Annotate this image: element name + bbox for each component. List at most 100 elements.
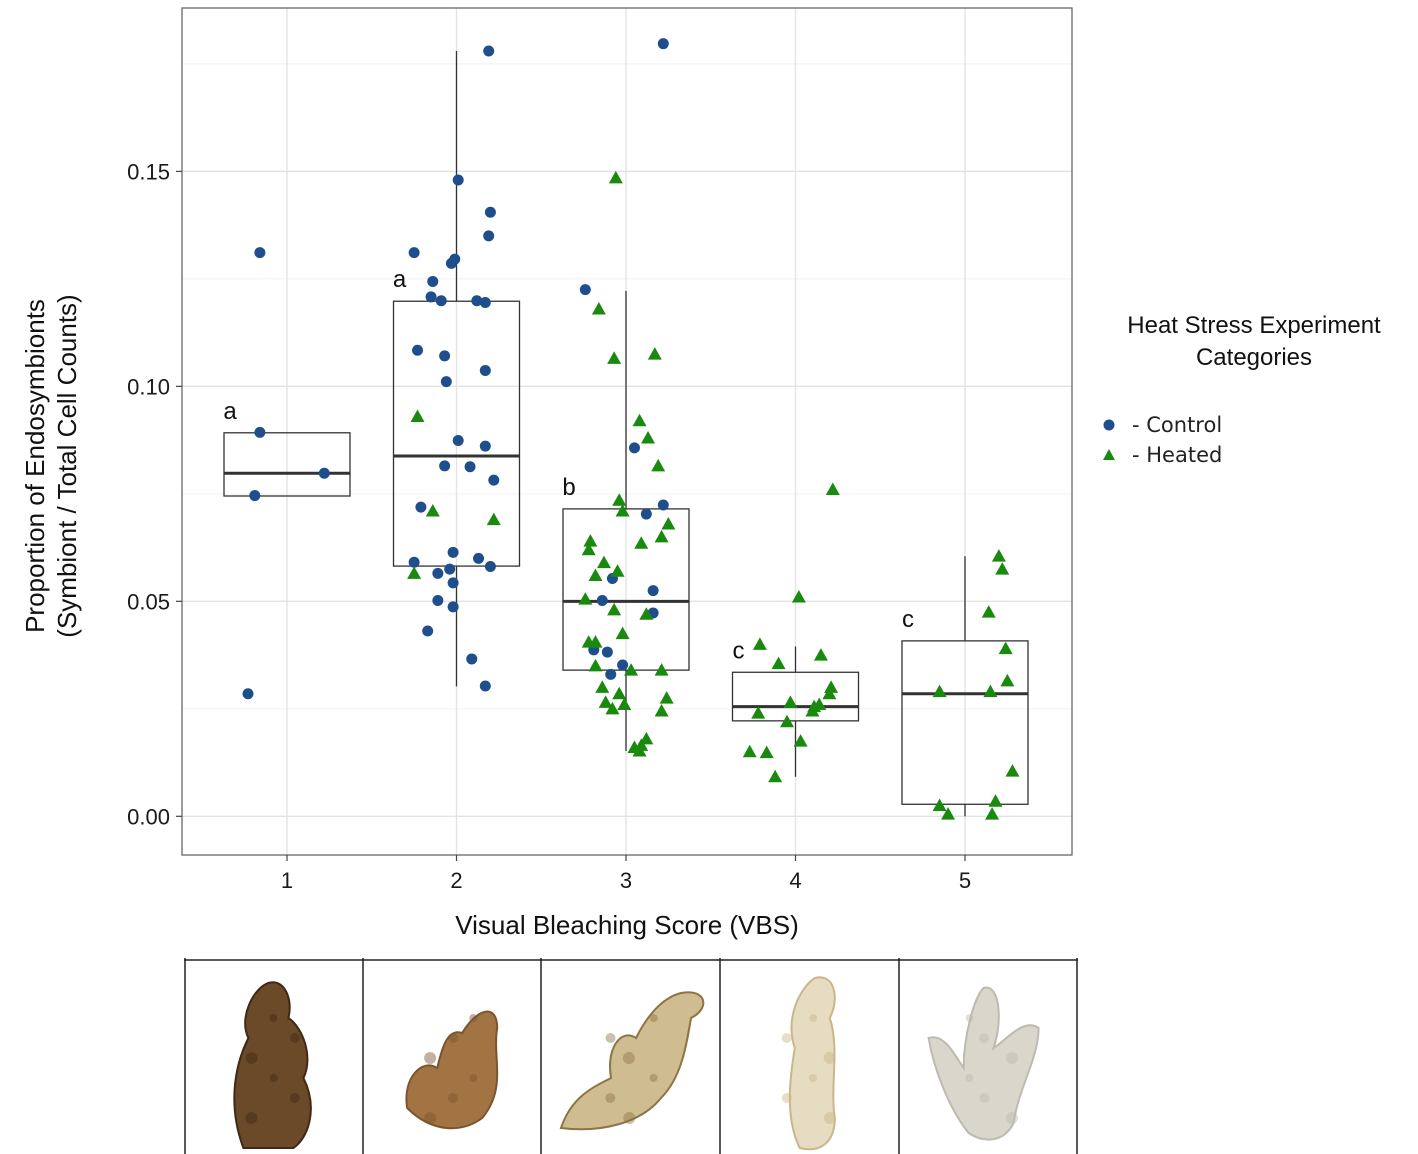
point-control bbox=[440, 376, 452, 388]
point-heated bbox=[598, 695, 613, 708]
point-heated bbox=[793, 734, 808, 747]
circle-marker-icon bbox=[1103, 419, 1115, 431]
point-control bbox=[447, 601, 459, 613]
point-heated bbox=[995, 562, 1010, 575]
point-control bbox=[488, 474, 500, 486]
legend-entry-heated: - Heated bbox=[1102, 440, 1418, 470]
point-heated bbox=[588, 635, 603, 648]
point-heated bbox=[607, 602, 622, 616]
series-heated bbox=[407, 170, 1020, 820]
box-iqr bbox=[392, 300, 521, 567]
point-control bbox=[435, 295, 447, 307]
x-tick-label: 3 bbox=[620, 868, 632, 893]
point-heated bbox=[639, 607, 654, 620]
coral-texture bbox=[605, 1093, 616, 1103]
coral-texture bbox=[245, 1052, 258, 1064]
point-heated bbox=[581, 542, 596, 556]
point-control bbox=[601, 646, 613, 658]
y-axis-title-line-2: (Symbiont / Total Cell Counts) bbox=[52, 294, 82, 637]
point-heated bbox=[824, 680, 839, 693]
coral-photo-vbs-5 bbox=[927, 986, 1040, 1141]
x-tick-label: 2 bbox=[450, 868, 462, 893]
box-iqr bbox=[223, 432, 351, 497]
point-heated bbox=[941, 807, 956, 820]
point-control bbox=[479, 440, 491, 452]
coral-texture bbox=[289, 1093, 300, 1103]
y-tick-label: 0.15 bbox=[127, 159, 170, 184]
coral-texture bbox=[808, 1074, 817, 1082]
point-heated bbox=[991, 549, 1006, 562]
legend-label-heated: - Heated bbox=[1132, 443, 1223, 467]
point-heated bbox=[654, 703, 669, 717]
coral-texture bbox=[469, 1074, 478, 1082]
x-tick-label: 1 bbox=[281, 868, 293, 893]
y-tick-label: 0.10 bbox=[127, 374, 170, 399]
coral-shape bbox=[927, 986, 1040, 1141]
coral-shape bbox=[788, 976, 836, 1151]
box-iqr bbox=[731, 671, 860, 722]
point-heated bbox=[612, 493, 627, 506]
x-axis-ticks: 1 2 3 4 5 bbox=[281, 855, 971, 893]
point-control bbox=[596, 594, 608, 606]
point-heated bbox=[791, 590, 806, 603]
point-control bbox=[479, 297, 491, 309]
coral-texture bbox=[245, 1112, 258, 1124]
y-tick-label: 0.00 bbox=[127, 804, 170, 829]
y-axis-ticks: 0.00 0.05 0.10 0.15 bbox=[127, 159, 182, 829]
coral-photo-vbs-3 bbox=[559, 991, 705, 1131]
point-control bbox=[484, 561, 496, 573]
point-heated bbox=[932, 798, 947, 812]
point-heated bbox=[615, 504, 630, 517]
point-control bbox=[439, 460, 451, 472]
point-heated bbox=[988, 794, 1003, 807]
point-heated bbox=[981, 605, 996, 618]
point-heated bbox=[610, 564, 625, 577]
point-heated bbox=[595, 680, 610, 693]
point-control bbox=[483, 230, 495, 242]
point-control bbox=[473, 552, 485, 564]
point-control bbox=[447, 577, 459, 589]
coral-texture bbox=[623, 1112, 636, 1124]
coral-texture bbox=[605, 1033, 616, 1043]
legend-title-line-1: Heat Stress Experiment bbox=[1127, 312, 1381, 339]
legend: Heat Stress Experiment Categories - Cont… bbox=[1090, 310, 1418, 470]
point-heated bbox=[932, 684, 947, 698]
point-control bbox=[484, 206, 496, 218]
coral-texture bbox=[965, 1014, 974, 1022]
coral-illustrations bbox=[233, 976, 1040, 1151]
point-control bbox=[479, 680, 491, 692]
point-control bbox=[452, 174, 464, 186]
point-control bbox=[425, 291, 437, 303]
plot-panel-border bbox=[181, 7, 1073, 856]
point-heated bbox=[588, 658, 603, 672]
point-control bbox=[242, 688, 254, 700]
grid-lines bbox=[182, 8, 1072, 855]
point-control bbox=[445, 257, 457, 269]
triangle-marker-icon bbox=[1103, 449, 1115, 460]
coral-texture bbox=[622, 1052, 635, 1064]
point-control bbox=[466, 653, 478, 665]
coral-texture bbox=[823, 1052, 836, 1064]
point-heated bbox=[805, 703, 820, 717]
point-heated bbox=[812, 697, 827, 711]
point-heated bbox=[596, 555, 611, 569]
point-control bbox=[422, 625, 434, 637]
point-heated bbox=[578, 592, 593, 605]
point-heated bbox=[742, 744, 757, 758]
point-control bbox=[647, 585, 659, 597]
point-heated bbox=[632, 413, 647, 427]
point-heated bbox=[634, 536, 649, 549]
point-control bbox=[605, 668, 617, 680]
point-heated bbox=[647, 347, 662, 360]
point-heated bbox=[768, 769, 783, 783]
point-heated bbox=[752, 637, 767, 650]
point-heated bbox=[608, 170, 623, 184]
point-heated bbox=[607, 351, 622, 364]
coral-texture bbox=[1005, 1112, 1018, 1124]
point-control bbox=[444, 563, 456, 575]
point-control bbox=[452, 435, 464, 447]
box-iqr bbox=[901, 640, 1029, 805]
point-heated bbox=[588, 568, 603, 582]
point-control bbox=[439, 350, 451, 362]
coral-texture bbox=[448, 1033, 459, 1043]
